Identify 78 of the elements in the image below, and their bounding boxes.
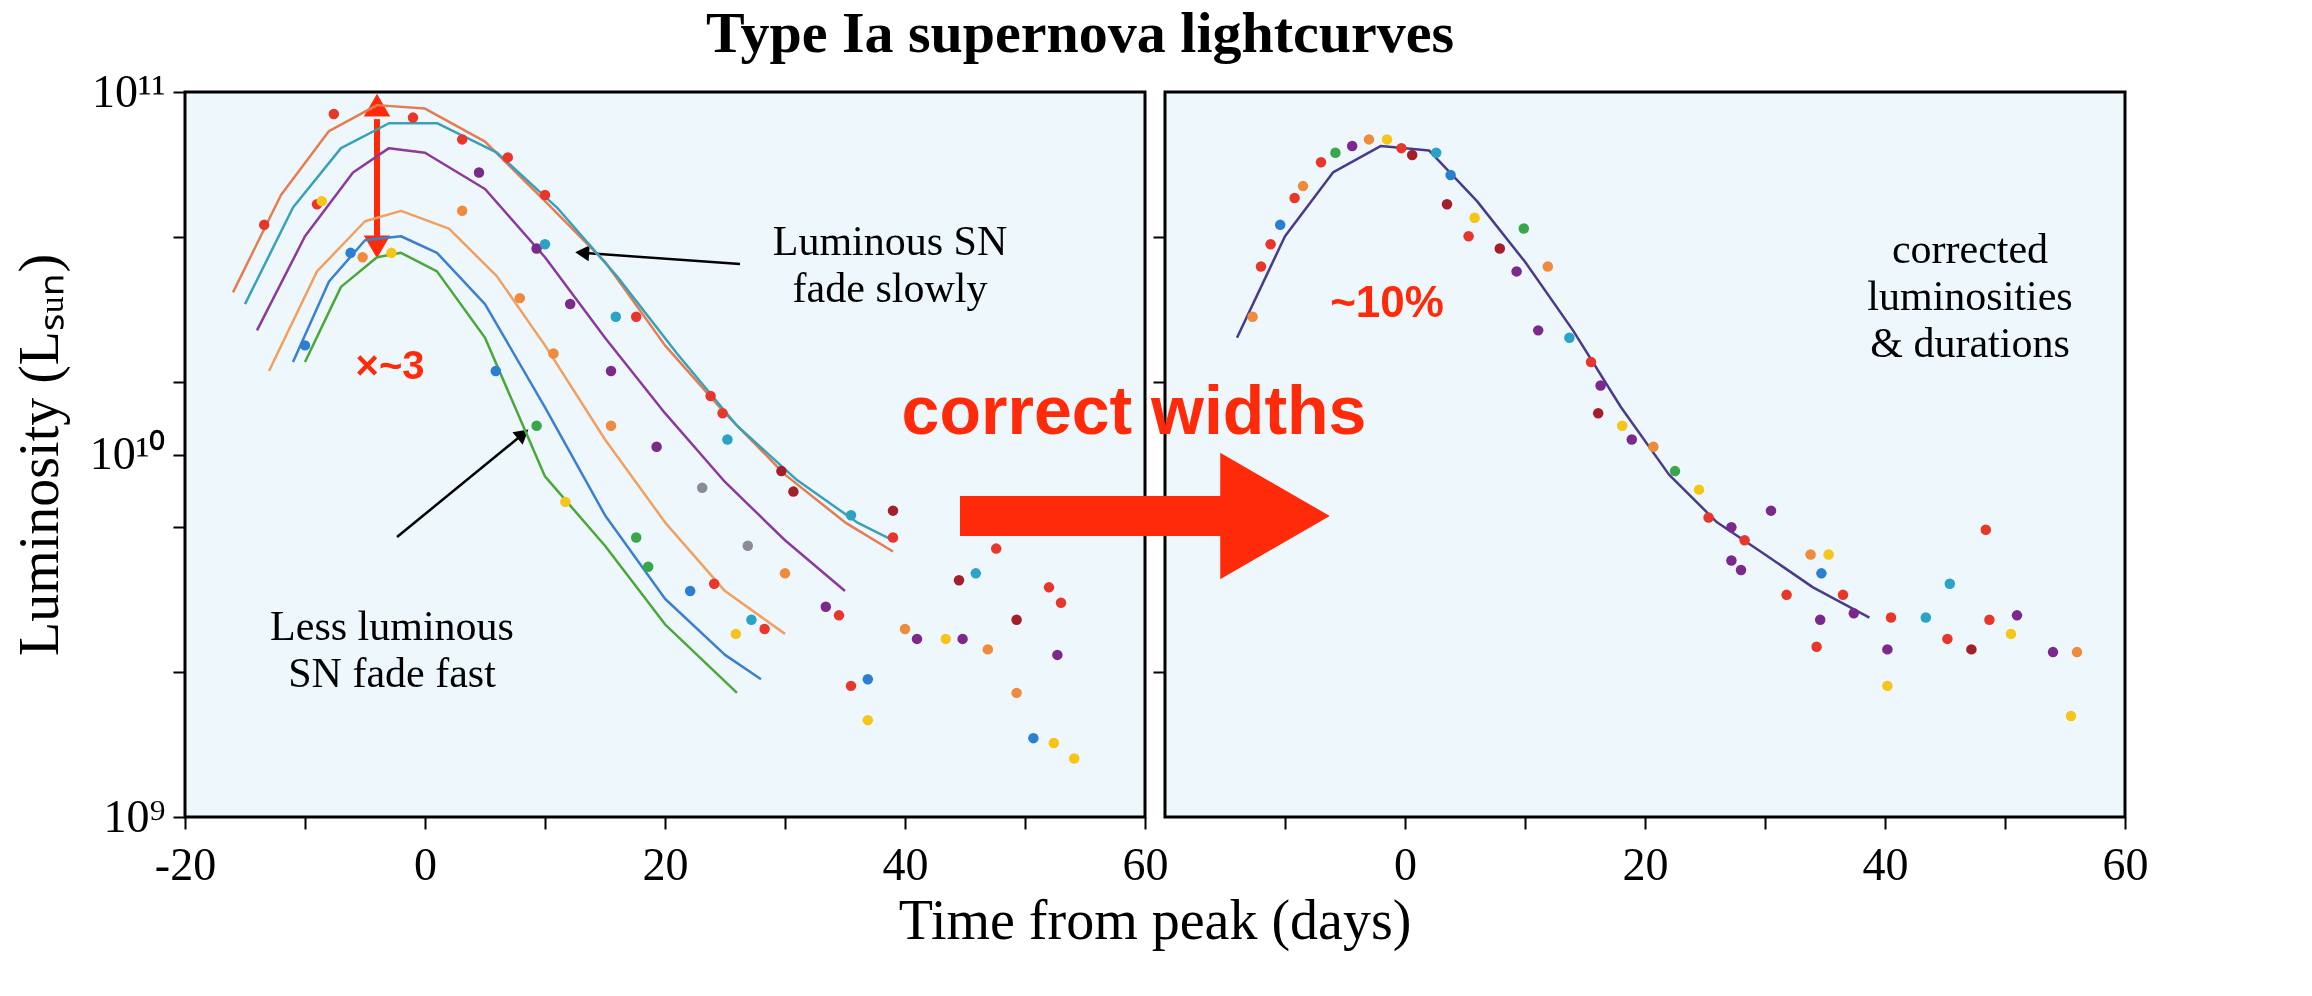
point: [1532, 325, 1544, 336]
point: [1920, 612, 1932, 623]
point: [2047, 646, 2059, 658]
annotation: ×~3: [355, 343, 425, 387]
point: [1739, 535, 1750, 546]
point: [1445, 169, 1456, 181]
point: [1811, 641, 1822, 652]
point: [1765, 505, 1777, 516]
point: [1882, 644, 1893, 655]
point: [1297, 180, 1309, 192]
point: [1814, 614, 1826, 626]
x-tick-label: 40: [882, 838, 929, 890]
point: [1511, 266, 1522, 277]
point: [1735, 564, 1747, 576]
point: [1585, 356, 1597, 368]
point: [1595, 380, 1606, 391]
point: [1944, 578, 1956, 589]
point: [1693, 484, 1705, 495]
point: [1980, 524, 1992, 535]
point: [1247, 311, 1258, 322]
point: [1942, 633, 1953, 645]
point: [2071, 646, 2083, 658]
point: [1430, 147, 1442, 158]
point: [1726, 555, 1737, 566]
point: [1616, 420, 1628, 432]
point: [1406, 149, 1418, 161]
point: [1396, 142, 1407, 154]
point: [1381, 134, 1393, 145]
point: [1289, 192, 1300, 204]
y-axis-title: Luminosity (Lₛᵤₙ): [7, 253, 71, 657]
point: [1255, 261, 1267, 272]
point: [1265, 239, 1276, 250]
point: [1703, 512, 1714, 523]
point: [2005, 628, 2017, 640]
x-tick-label: 20: [642, 838, 689, 890]
point: [1885, 612, 1897, 623]
point: [1823, 549, 1834, 560]
y-tick-label: 10¹⁰: [89, 428, 166, 479]
point: [1805, 549, 1816, 560]
annotation: Less luminous SN fade fast: [270, 603, 514, 697]
x-tick-label: 40: [1862, 838, 1909, 890]
annotation: ~10%: [1330, 277, 1444, 326]
point: [1669, 465, 1681, 477]
point: [1648, 441, 1659, 453]
point: [1315, 157, 1327, 168]
point: [1726, 522, 1737, 533]
annotation: corrected luminosities & durations: [1867, 226, 2073, 367]
point: [1984, 614, 1995, 626]
point: [1592, 407, 1604, 419]
x-tick-label: 0: [414, 838, 437, 890]
point: [1469, 212, 1480, 223]
point: [1564, 332, 1575, 343]
point: [1274, 219, 1286, 231]
point: [1626, 434, 1638, 445]
point: [1816, 568, 1827, 579]
point: [1882, 680, 1893, 692]
x-tick-label: 60: [1122, 838, 1169, 890]
chart-title: Type Ia supernova lightcurves: [706, 0, 1455, 65]
point: [1848, 607, 1860, 619]
point: [1781, 589, 1792, 601]
x-axis-title: Time from peak (days): [898, 889, 1412, 952]
point: [2011, 610, 2023, 621]
x-tick-label: 0: [1394, 838, 1417, 890]
point: [1966, 644, 1977, 655]
annotation: Luminous SN fade slowly: [772, 218, 1008, 312]
y-tick-label: 10¹¹: [91, 65, 166, 117]
point: [1837, 589, 1849, 601]
x-tick-label: 20: [1622, 838, 1669, 890]
point: [1363, 134, 1375, 145]
point: [1441, 199, 1453, 210]
point: [1330, 147, 1341, 158]
point: [2065, 710, 2077, 722]
point: [1542, 261, 1554, 272]
x-tick-label: 60: [2102, 838, 2149, 890]
point: [1346, 140, 1358, 152]
point: [1463, 231, 1474, 242]
point: [1518, 223, 1530, 234]
point: [1494, 243, 1506, 254]
